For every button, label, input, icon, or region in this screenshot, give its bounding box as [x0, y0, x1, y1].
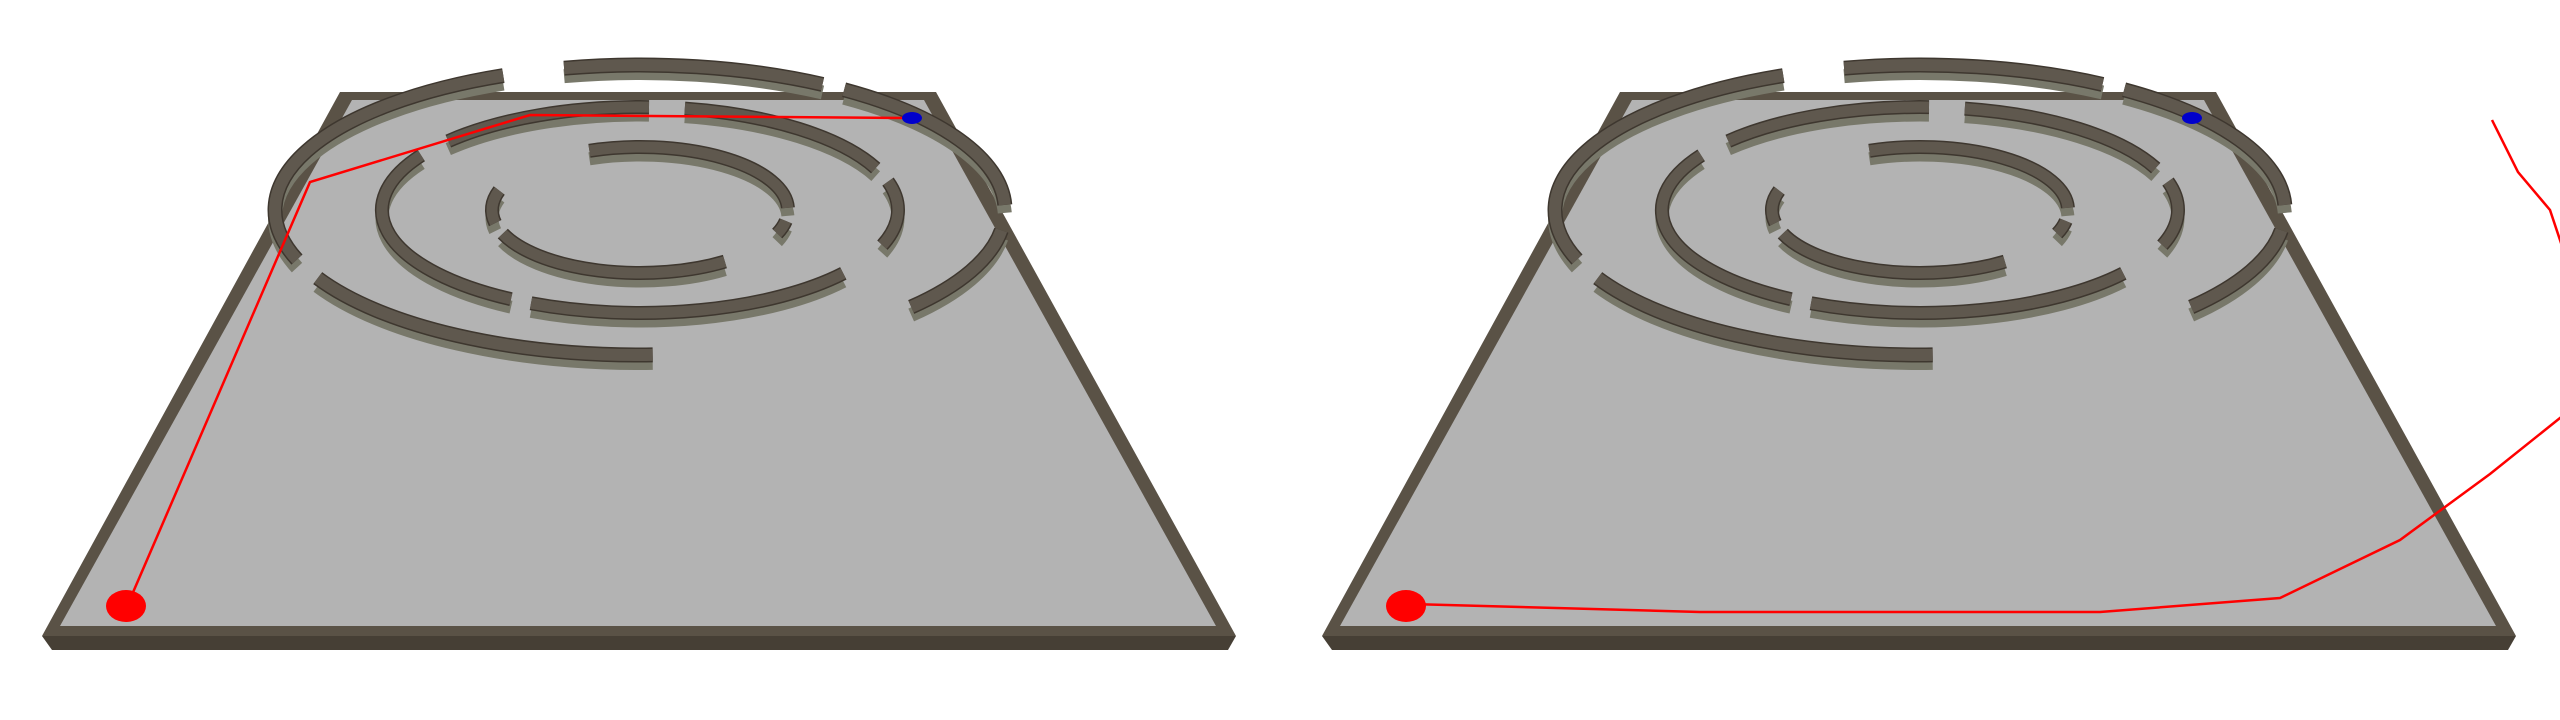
wall-segment	[314, 273, 653, 361]
maze-left	[42, 57, 1236, 650]
wall-segment	[1843, 59, 2104, 91]
goal-marker	[2182, 112, 2202, 124]
wall-segment	[1549, 69, 1785, 264]
maze-right	[1322, 57, 2560, 650]
wall-segment	[1656, 150, 1793, 305]
board-edge	[1322, 636, 2516, 650]
wall-segment	[1766, 187, 1784, 226]
wall-segment	[486, 187, 504, 226]
wall-side	[1809, 275, 2127, 328]
wall-segment	[773, 218, 791, 238]
wall-side	[563, 66, 825, 100]
wall-segment	[2158, 178, 2184, 249]
wall-segment	[376, 150, 513, 305]
wall-segment	[1809, 268, 2126, 319]
wall-segment	[2053, 218, 2071, 238]
wall-side	[1843, 66, 2105, 100]
wall-segment	[588, 141, 794, 209]
wall-segment	[529, 268, 846, 319]
wall-side	[1725, 108, 1930, 156]
wall-segment	[1964, 103, 2160, 173]
planned-path	[1409, 119, 2560, 614]
wall-segment	[1778, 229, 2007, 279]
wall-segment	[563, 59, 824, 91]
wall-segment	[842, 84, 1011, 206]
board-edge	[42, 636, 1236, 650]
wall-segment	[2122, 84, 2291, 206]
wall-segment	[2188, 228, 2288, 313]
wall-side	[529, 275, 847, 328]
wall-segment	[908, 228, 1008, 313]
wall-segment	[269, 69, 505, 264]
wall-segment	[878, 178, 904, 249]
planned-path	[126, 113, 911, 605]
wall-segment	[1726, 101, 1930, 147]
wall-segment	[1594, 273, 1933, 361]
start-marker	[106, 590, 146, 622]
start-marker	[1386, 590, 1426, 622]
goal-marker	[902, 112, 922, 124]
wall-segment	[1868, 141, 2074, 209]
wall-segment	[498, 229, 727, 279]
wall-segment	[684, 103, 880, 173]
